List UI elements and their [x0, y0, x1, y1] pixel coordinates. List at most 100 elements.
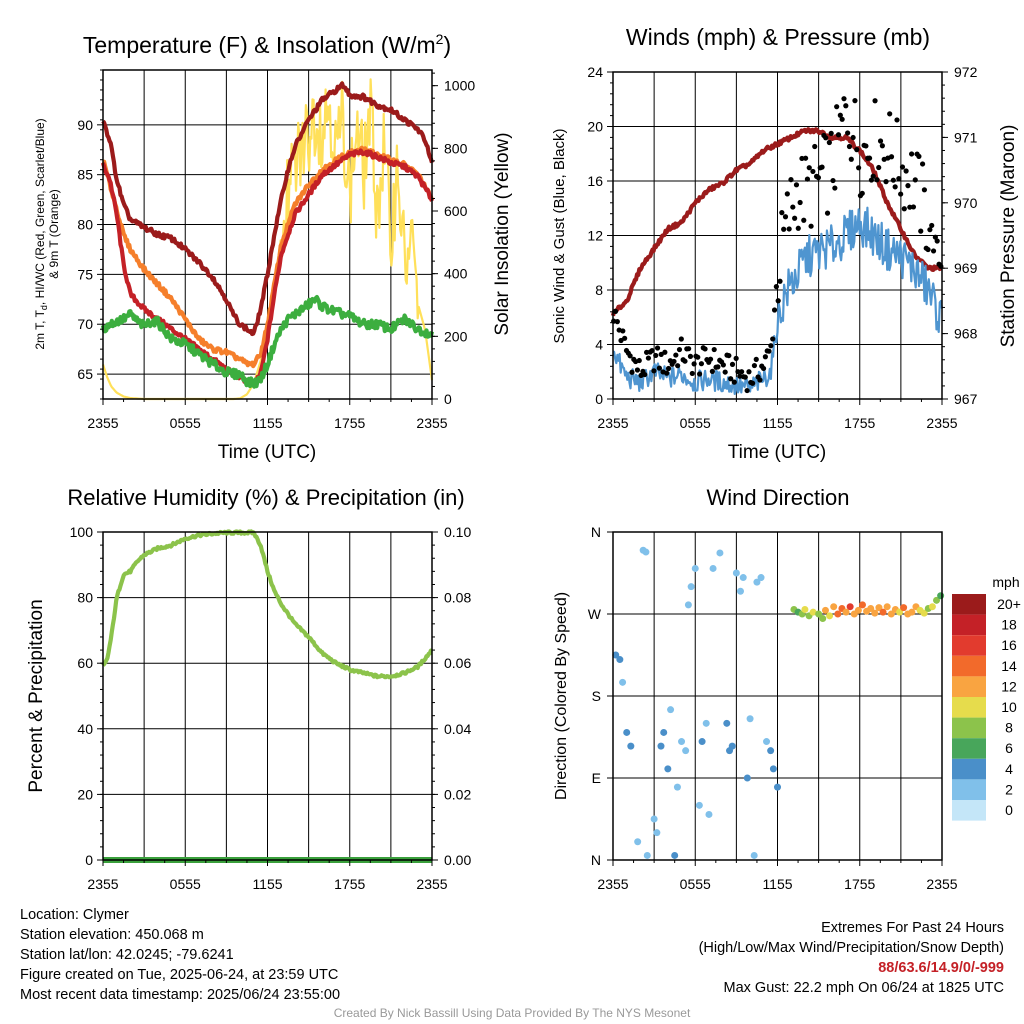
wind-direction-panel: Wind Direction 2355 0555 1155 1755 2355 N E S W N…	[553, 485, 1021, 892]
gust-point	[795, 225, 801, 231]
y2-tick-label: 972	[954, 64, 978, 80]
direction-point	[834, 610, 842, 618]
gust-point	[777, 278, 783, 284]
series-line-rh	[101, 529, 433, 680]
gust-point	[927, 227, 933, 233]
winds-y-label: Sonic Wind & Gust (Blue, Black)	[551, 128, 568, 343]
direction-point	[667, 706, 675, 714]
gust-point	[634, 367, 641, 373]
gust-point	[733, 355, 739, 361]
gust-point	[868, 177, 875, 183]
gust-point	[934, 238, 940, 244]
y-tick-label: N	[591, 524, 601, 540]
direction-point	[867, 605, 875, 613]
gust-point	[828, 130, 834, 136]
gust-point	[815, 175, 821, 181]
direction-point	[728, 742, 736, 750]
gust-point	[888, 154, 895, 160]
x-tick-label: 2355	[926, 415, 957, 431]
direction-point	[612, 651, 620, 659]
gust-point	[665, 365, 672, 372]
direction-point	[682, 747, 690, 755]
x-tick-label: 1755	[844, 876, 875, 892]
direction-point	[883, 603, 891, 611]
gust-point	[770, 336, 776, 342]
y-tick-label: 12	[587, 228, 603, 244]
gust-point	[753, 356, 759, 362]
extremes-title: Extremes For Past 24 Hours	[821, 920, 1004, 936]
y-tick-label: 60	[77, 655, 93, 671]
direction-point	[702, 719, 710, 727]
x-tick-label: 1155	[252, 876, 282, 892]
gust-point	[751, 362, 758, 369]
gust-point	[731, 379, 737, 385]
y-tick-label: 0	[85, 852, 93, 868]
gust-point	[912, 177, 918, 183]
winds-series	[610, 96, 944, 395]
gust-point	[656, 365, 662, 371]
gust-point	[709, 368, 715, 374]
y-tick-label: 65	[77, 366, 93, 382]
gust-point	[929, 222, 935, 229]
y2-tick-label: 400	[444, 266, 468, 282]
gust-point	[806, 165, 812, 171]
gust-point	[735, 369, 741, 375]
x-tick-label: 2355	[597, 876, 628, 892]
gust-point	[675, 363, 681, 369]
direction-point	[826, 612, 834, 620]
direction-point	[858, 601, 866, 609]
gust-point	[859, 190, 865, 196]
y-tick-label: W	[588, 606, 602, 622]
direction-point	[664, 765, 672, 773]
y-tick-label: 8	[595, 282, 603, 298]
recent-data-text: Most recent data timestamp: 2025/06/24 2…	[20, 987, 341, 1003]
y-tick-label: 100	[70, 524, 94, 540]
direction-point	[653, 829, 661, 837]
direction-point	[687, 583, 695, 591]
gust-point	[786, 226, 792, 232]
gust-point	[910, 204, 917, 210]
wind-direction-ticks: 2355 0555 1155 1755 2355 N E S W N	[588, 524, 958, 892]
created-text: Figure created on Tue, 2025-06-24, at 23…	[20, 967, 339, 983]
gust-point	[921, 187, 928, 193]
direction-point	[819, 615, 827, 623]
gust-point	[898, 191, 904, 197]
x-tick-label: 0555	[680, 415, 711, 431]
gust-point	[664, 370, 670, 376]
credit-text: Created By Nick Bassill Using Data Provi…	[333, 1006, 691, 1020]
gust-point	[797, 199, 803, 206]
temperature-grid	[103, 70, 432, 399]
direction-point	[736, 587, 744, 595]
direction-point	[933, 596, 941, 604]
gust-point	[636, 357, 642, 364]
direction-point	[616, 656, 624, 664]
x-tick-label: 0555	[170, 415, 201, 431]
y-tick-label: 20	[77, 786, 93, 802]
gust-point	[749, 380, 756, 386]
gust-point	[826, 139, 832, 146]
gust-point	[649, 347, 655, 354]
direction-point	[709, 564, 717, 572]
x-tick-label: 0555	[680, 876, 711, 892]
y2-tick-label: 969	[954, 260, 978, 276]
x-tick-label: 2355	[416, 415, 447, 431]
gust-point	[863, 143, 869, 149]
x-tick-label: 0555	[170, 876, 201, 892]
gust-point	[773, 284, 779, 290]
legend-swatch	[952, 738, 986, 759]
gust-point	[771, 307, 778, 313]
wind-direction-y-label: Direction (Colored By Speed)	[553, 592, 570, 800]
gust-point	[671, 358, 677, 365]
direction-point	[896, 608, 904, 616]
direction-point	[619, 678, 627, 686]
direction-point	[623, 728, 631, 736]
gust-point	[651, 368, 657, 374]
direction-point	[767, 747, 775, 755]
pressure-y2-label: Station Pressure (Maroon)	[998, 125, 1019, 348]
gust-point	[698, 361, 705, 367]
temperature-panel: Temperature (F) & Insolation (W/m2) 2355…	[33, 31, 513, 463]
gust-point	[877, 138, 884, 144]
direction-point	[757, 574, 765, 582]
y-tick-label: 4	[595, 337, 603, 353]
gust-point	[722, 369, 728, 375]
